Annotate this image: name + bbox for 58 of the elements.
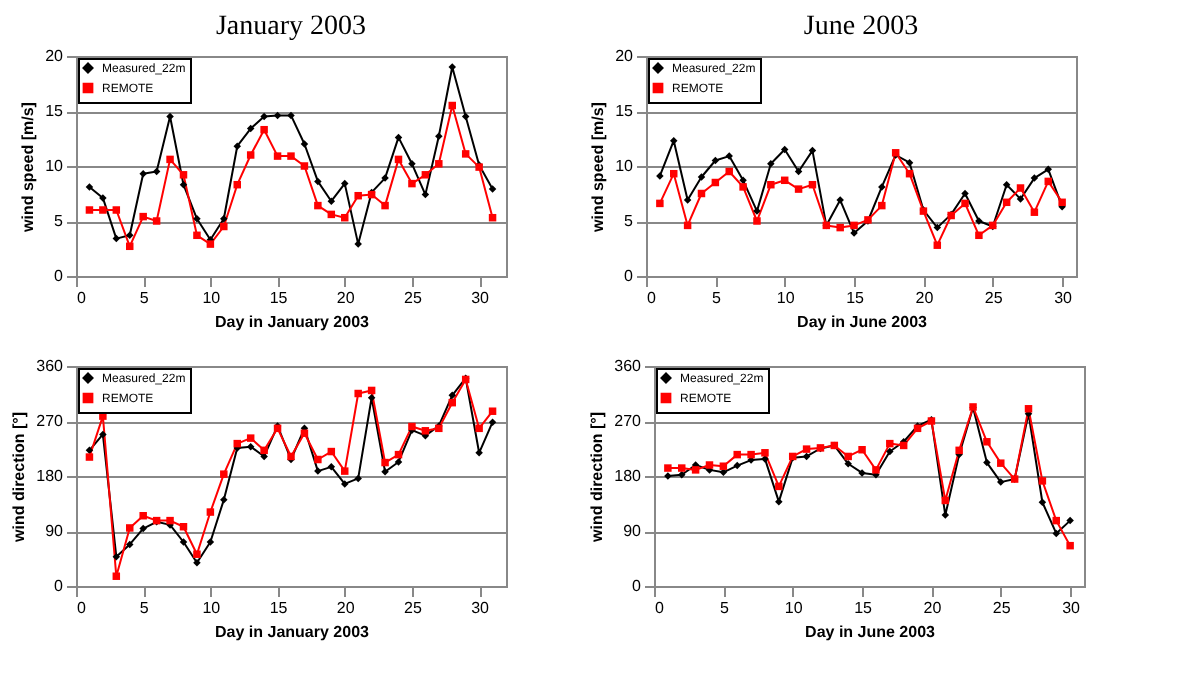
y-axis-title: wind direction [°]	[10, 411, 29, 544]
x-tick-label: 0	[77, 289, 87, 307]
x-tick-label: 5	[711, 289, 722, 307]
chart-title: June 2003	[803, 12, 919, 42]
x-tick-label: 0	[647, 289, 657, 307]
x-axis-title: Day in January 2003	[215, 313, 371, 331]
x-tick-label: 30	[471, 289, 491, 307]
y-tick-label: 20	[45, 47, 65, 65]
x-tick-label: 0	[77, 599, 87, 617]
x-axis-title: Day in January 2003	[215, 623, 371, 641]
x-axis-title: Day in June 2003	[797, 313, 929, 331]
x-tick-label: 5	[139, 599, 150, 617]
y-axis-title: wind speed [m/s]	[19, 101, 38, 234]
y-tick-label: 5	[54, 212, 65, 230]
x-tick-label: 20	[915, 289, 935, 307]
x-tick-label: 15	[269, 289, 289, 307]
y-tick-label: 360	[614, 357, 643, 375]
y-tick-label: 20	[615, 47, 635, 65]
x-tick-label: 10	[784, 599, 804, 617]
x-tick-label: 10	[202, 289, 222, 307]
x-tick-label: 25	[404, 599, 423, 617]
y-tick-label: 180	[36, 467, 65, 485]
x-tick-label: 0	[655, 599, 665, 617]
x-tick-label: 10	[202, 599, 222, 617]
y-tick-label: 0	[632, 577, 643, 595]
x-tick-label: 20	[336, 599, 356, 617]
x-tick-label: 30	[471, 599, 491, 617]
y-tick-label: 360	[36, 357, 65, 375]
y-tick-label: 10	[615, 157, 635, 175]
y-axis-title: wind direction [°]	[588, 411, 607, 544]
x-tick-label: 20	[336, 289, 356, 307]
x-tick-label: 10	[776, 289, 796, 307]
x-tick-label: 25	[992, 599, 1012, 617]
x-tick-label: 25	[984, 289, 1004, 307]
x-tick-label: 15	[854, 599, 874, 617]
y-tick-label: 0	[624, 267, 635, 285]
y-tick-label: 0	[54, 577, 65, 595]
y-tick-label: 90	[45, 522, 65, 540]
y-tick-label: 180	[614, 467, 643, 485]
y-tick-label: 15	[615, 102, 635, 120]
y-tick-label: 5	[624, 212, 635, 230]
y-tick-label: 90	[623, 522, 643, 540]
x-tick-label: 20	[923, 599, 943, 617]
x-tick-label: 30	[1062, 599, 1082, 617]
x-tick-label: 5	[719, 599, 730, 617]
chart-title: January 2003	[215, 12, 367, 42]
y-tick-label: 270	[614, 412, 643, 430]
y-tick-label: 270	[36, 412, 65, 430]
x-tick-label: 25	[404, 289, 423, 307]
y-tick-label: 15	[45, 102, 65, 120]
x-tick-label: 15	[269, 599, 289, 617]
x-tick-label: 30	[1054, 289, 1074, 307]
x-tick-label: 5	[139, 289, 150, 307]
y-tick-label: 10	[45, 157, 65, 175]
y-axis-title: wind speed [m/s]	[589, 101, 608, 234]
x-tick-label: 15	[846, 289, 866, 307]
y-tick-label: 0	[54, 267, 65, 285]
x-axis-title: Day in June 2003	[805, 623, 937, 641]
